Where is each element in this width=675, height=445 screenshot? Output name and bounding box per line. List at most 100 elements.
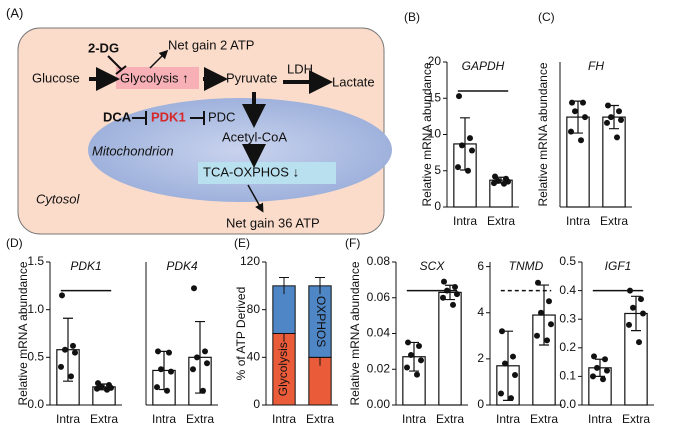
data-point bbox=[638, 296, 644, 303]
data-point bbox=[404, 364, 410, 371]
compartment: Cytosol bbox=[36, 191, 80, 206]
data-point bbox=[512, 372, 518, 379]
y-tick-label: 0.02 bbox=[367, 361, 391, 375]
data-point bbox=[418, 357, 424, 364]
arrow bbox=[247, 184, 264, 213]
data-point bbox=[440, 294, 446, 301]
metabolite: Acetyl-CoA bbox=[222, 129, 287, 144]
diagram: (A) 2-DG Net gain 2 ATP Glucose Glycolys… bbox=[6, 5, 392, 235]
data-point bbox=[469, 147, 475, 154]
y-tick-label: 120 bbox=[240, 254, 260, 268]
data-point bbox=[455, 164, 461, 171]
metabolite: Lactate bbox=[332, 74, 375, 89]
data-point bbox=[636, 339, 642, 346]
pathway: TCA-OXPHOS ↓ bbox=[203, 164, 299, 179]
y-tick-label: 10 bbox=[428, 127, 442, 141]
data-point bbox=[491, 180, 497, 187]
data-point bbox=[608, 114, 614, 121]
y-tick-label: 0.0 bbox=[27, 397, 44, 411]
y-tick-label: 0.04 bbox=[367, 326, 391, 340]
x-tick-label: Extra bbox=[600, 214, 628, 228]
enzyme: LDH bbox=[287, 61, 313, 76]
inhibitor: DCA bbox=[103, 109, 132, 124]
y-tick-label: 15 bbox=[428, 90, 442, 104]
panel-label: (A) bbox=[6, 5, 23, 20]
data-point bbox=[191, 285, 197, 292]
data-point bbox=[594, 364, 600, 371]
error-bar bbox=[631, 295, 641, 332]
compartment: Mitochondrion bbox=[92, 143, 174, 158]
y-tick-label: 0.4 bbox=[559, 283, 576, 297]
data-point bbox=[568, 128, 574, 135]
x-tick-label: Intra bbox=[402, 412, 426, 426]
data-point bbox=[414, 371, 420, 378]
data-point bbox=[640, 310, 646, 317]
data-point bbox=[154, 384, 160, 391]
data-point bbox=[616, 108, 622, 115]
y-tick-label: 2 bbox=[477, 351, 484, 365]
data-point bbox=[602, 356, 608, 363]
data-point bbox=[104, 386, 110, 393]
y-tick-label: 0 bbox=[477, 397, 484, 411]
chart: (D) Relative mRNA abundance PDK1 0.0 0.5 1.0 1… bbox=[6, 236, 122, 426]
chart: (E) % of ATP Derived 0 40 80 120 Intra Glycolys… bbox=[234, 236, 338, 426]
data-point bbox=[59, 292, 65, 299]
data-point bbox=[459, 142, 465, 149]
data-point bbox=[538, 309, 544, 316]
metabolite: Pyruvate bbox=[226, 70, 277, 85]
data-point bbox=[501, 180, 507, 187]
chart-title: PDK1 bbox=[70, 259, 101, 273]
error-bar bbox=[279, 276, 289, 295]
data-point bbox=[605, 102, 611, 109]
y-axis-label: Relative mRNA abundance bbox=[420, 62, 434, 206]
chart-title: TNMD bbox=[509, 259, 544, 273]
data-point bbox=[618, 117, 624, 123]
legend-label: Glycolysis bbox=[276, 342, 290, 396]
data-point bbox=[416, 343, 422, 350]
y-tick-label: 0.3 bbox=[559, 311, 576, 325]
data-point bbox=[452, 284, 458, 291]
x-tick-label: Extra bbox=[186, 412, 214, 426]
data-point bbox=[405, 339, 411, 346]
x-tick-label: Extra bbox=[487, 214, 515, 228]
x-tick-label: Extra bbox=[436, 412, 464, 426]
panel-label: (C) bbox=[538, 10, 555, 24]
data-point bbox=[614, 134, 620, 141]
y-tick-label: 0 bbox=[253, 397, 260, 411]
data-point bbox=[94, 385, 100, 392]
chart-title: IGF1 bbox=[605, 259, 632, 273]
data-point bbox=[604, 119, 610, 126]
bar bbox=[602, 116, 626, 208]
x-tick-label: Intra bbox=[588, 412, 612, 426]
x-tick-label: Intra bbox=[496, 412, 520, 426]
y-tick-label: 1.5 bbox=[27, 254, 44, 268]
data-point bbox=[591, 353, 597, 360]
y-axis-label: Relative mRNA abundance bbox=[536, 62, 550, 206]
data-point bbox=[534, 332, 540, 339]
data-point bbox=[72, 349, 78, 356]
chart-title: SCX bbox=[420, 259, 446, 273]
data-point bbox=[546, 298, 552, 305]
data-point bbox=[202, 348, 208, 355]
y-tick-label: 80 bbox=[247, 302, 261, 316]
data-point bbox=[467, 135, 473, 142]
x-tick-label: Extra bbox=[306, 412, 334, 426]
chart-title: FH bbox=[588, 59, 604, 73]
data-point bbox=[456, 93, 462, 100]
data-point bbox=[158, 366, 164, 373]
y-axis-label: Relative mRNA abundance bbox=[348, 261, 362, 405]
data-point bbox=[510, 353, 516, 360]
data-point bbox=[194, 354, 200, 361]
data-point bbox=[465, 167, 471, 174]
x-tick-label: Extra bbox=[90, 412, 118, 426]
data-point bbox=[408, 351, 414, 358]
y-tick-label: 0.5 bbox=[559, 254, 576, 268]
x-tick-label: Intra bbox=[56, 412, 80, 426]
y-tick-label: 0.06 bbox=[367, 290, 391, 304]
y-tick-label: 0.00 bbox=[367, 397, 391, 411]
data-point bbox=[548, 321, 554, 328]
data-point bbox=[572, 108, 578, 115]
data-point bbox=[630, 304, 636, 311]
data-point bbox=[492, 173, 498, 180]
